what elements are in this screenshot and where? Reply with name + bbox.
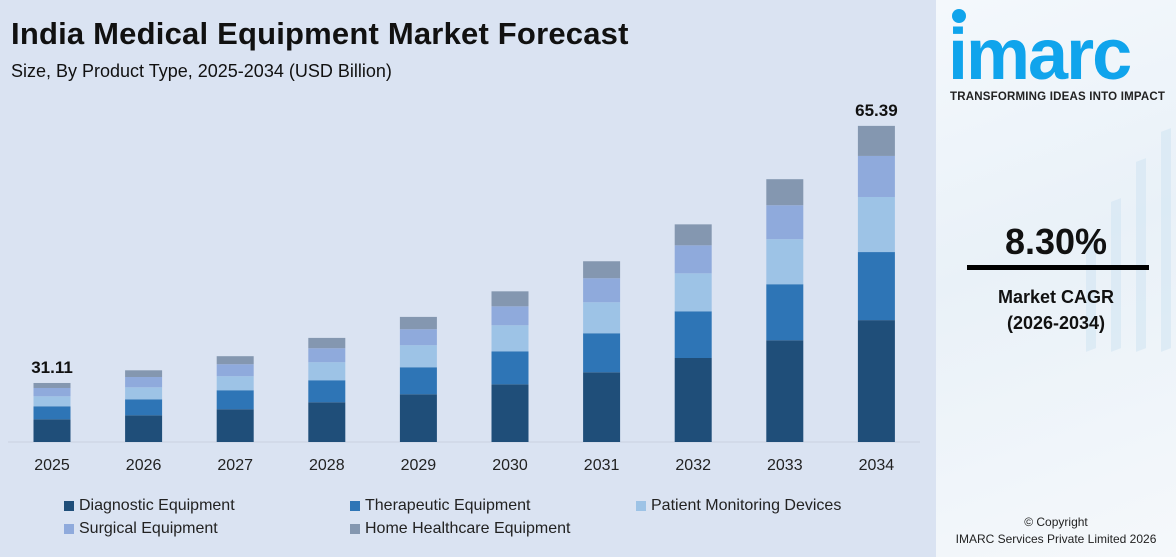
bar-segment-2027-2 [216,376,254,391]
copyright: © Copyright IMARC Services Private Limit… [936,514,1176,548]
bar-segment-2034-2 [857,196,895,253]
x-tick-label: 2030 [492,457,528,474]
bar-segment-2028-0 [308,402,346,442]
bar-segment-2029-0 [399,394,437,442]
bar-segment-2032-0 [674,357,712,442]
bar-segment-2027-0 [216,409,254,442]
bar-segment-2032-4 [674,224,712,246]
legend-swatch [636,500,646,511]
copyright-line-1: © Copyright [1024,515,1088,529]
legend-item: Diagnostic Equipment [64,496,235,515]
bar-segment-2032-3 [674,245,712,274]
cagr-value: 8.30% [1004,221,1108,262]
chart-subtitle: Size, By Product Type, 2025-2034 (USD Bi… [11,61,392,81]
bar-segment-2033-4 [766,179,804,206]
x-tick-label: 2026 [126,457,162,474]
bar-segment-2025-1 [33,406,71,420]
bar-segment-2026-0 [125,415,163,442]
bar-segment-2033-3 [766,205,804,240]
bar-segment-2026-3 [125,377,163,388]
bar-segment-2025-3 [33,387,71,397]
bar-segment-2033-1 [766,284,804,341]
bar-segment-2031-1 [583,333,621,373]
legend-swatch [350,500,360,511]
bar-segment-2025-4 [33,382,71,388]
logo-tagline: TRANSFORMING IDEAS INTO IMPACT [950,91,1166,103]
bar-segment-2034-1 [857,252,895,321]
bar-segment-2029-1 [399,367,437,395]
bar-segment-2030-1 [491,351,529,385]
bar-segment-2025-2 [33,396,71,407]
bar-segment-2028-1 [308,380,346,403]
bar-segment-2028-2 [308,362,346,381]
x-tick-label: 2027 [217,457,253,474]
x-tick-label: 2028 [309,457,345,474]
legend-item: Therapeutic Equipment [350,496,530,515]
x-tick-label: 2033 [767,457,803,474]
stacked-bar-plot: 2025 31.11 2026 2027 2028 2029 2030 2031 2032 203… [8,101,920,474]
cagr-period: (2026-2034) [1006,313,1106,333]
cagr-label-text: Market CAGR [997,287,1115,307]
bar-segment-2028-3 [308,348,346,363]
imarc-logo: imarc [948,15,1132,95]
bar-segment-2028-4 [308,337,346,349]
legend-label: Home Healthcare Equipment [365,520,571,537]
logo-dot [952,9,966,23]
x-tick-label: 2034 [859,457,895,474]
bar-segment-2031-3 [583,278,621,303]
bar-segment-2030-3 [491,306,529,326]
bar-segment-2034-0 [857,320,895,442]
x-tick-label: 2025 [34,457,70,474]
bar-segment-2025-0 [33,419,71,442]
bar-segment-2033-0 [766,340,804,442]
cagr-label: Market CAGR (2026-2034) [936,284,1176,336]
bar-segment-2027-3 [216,364,254,377]
cagr-divider [967,265,1149,270]
bar-segment-2031-2 [583,302,621,334]
bar-segment-2026-1 [125,399,163,416]
bar-segment-2029-4 [399,316,437,330]
legend-label: Diagnostic Equipment [79,497,235,514]
data-label-2034: 65.39 [855,101,898,120]
bar-segment-2031-4 [583,261,621,279]
bar-segment-2030-0 [491,384,529,442]
bar-segment-2030-2 [491,325,529,352]
bar-segment-2026-4 [125,370,163,378]
x-tick-label: 2032 [675,457,711,474]
chart-area: India Medical Equipment Market Forecast … [8,16,920,538]
bar-segment-2031-0 [583,372,621,442]
x-tick-label: 2029 [401,457,437,474]
bar-segment-2029-2 [399,345,437,368]
copyright-line-2: IMARC Services Private Limited 2026 [955,532,1157,546]
bar-segment-2026-2 [125,387,163,400]
bar-segment-2032-2 [674,273,712,312]
legend-label: Patient Monitoring Devices [651,497,842,514]
bar-segment-2030-4 [491,291,529,307]
data-label-2025: 31.11 [31,358,73,377]
legend-item: Patient Monitoring Devices [636,496,841,515]
legend-label: Surgical Equipment [79,520,218,537]
legend-swatch [64,523,74,534]
bar-segment-2027-4 [216,356,254,365]
side-panel: imarc TRANSFORMING IDEAS INTO IMPACT 8.3… [936,0,1176,557]
bar-segment-2032-1 [674,311,712,358]
legend-item: Home Healthcare Equipment [350,519,570,538]
bar-segment-2034-4 [857,125,895,156]
legend-swatch [350,523,360,534]
bar-segment-2027-1 [216,390,254,410]
x-tick-label: 2031 [584,457,620,474]
bar-segment-2033-2 [766,239,804,285]
legend-label: Therapeutic Equipment [365,497,531,514]
legend-item: Surgical Equipment [64,519,218,538]
bar-segment-2034-3 [857,155,895,197]
chart-title: India Medical Equipment Market Forecast [11,16,629,51]
bar-segment-2029-3 [399,329,437,346]
legend-swatch [64,500,74,511]
